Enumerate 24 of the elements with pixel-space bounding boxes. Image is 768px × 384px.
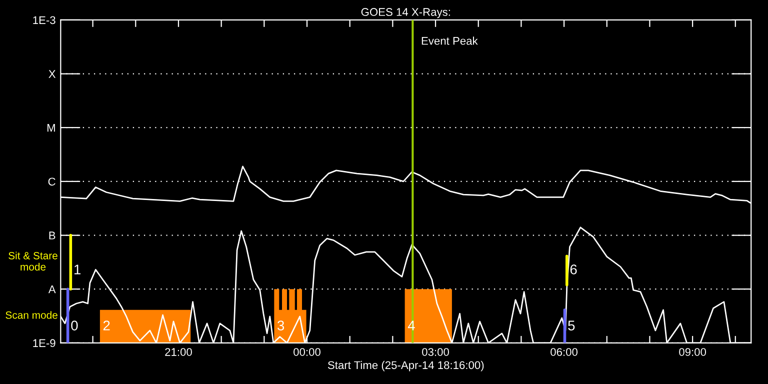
annotation: 5: [568, 320, 575, 330]
annotation: 1: [74, 264, 80, 274]
y-tick-label: B: [49, 232, 56, 240]
y-tick-label: C: [48, 178, 56, 186]
y-tick-label: A: [48, 285, 56, 294]
x-tick-label: 06:00: [550, 348, 578, 356]
ref-line-label: Event Peak: [422, 36, 478, 45]
chart-title: GOES 14 X-Rays:: [361, 8, 450, 18]
y-tick-label: 1E-9: [33, 339, 56, 348]
annotation: 0: [71, 320, 78, 330]
x-tick-label: 00:00: [294, 348, 320, 356]
annotation: 3: [277, 320, 284, 330]
y-tick-label: M: [47, 124, 55, 132]
annotation: 6: [570, 264, 577, 274]
x-tick-label: 09:00: [679, 348, 706, 356]
x-tick-label: 03:00: [422, 348, 449, 356]
annotation: 4: [408, 320, 415, 330]
y-tick-label: X: [48, 70, 56, 78]
x-axis-title: Start Time (25-Apr-14 18:16:00): [328, 360, 484, 372]
y-tick-label: 1E-3: [33, 16, 56, 24]
annotation: 2: [103, 320, 110, 330]
series-label: Sit & Stare mode: [8, 252, 58, 271]
x-tick-label: 21:00: [165, 348, 192, 356]
series-label: Scan mode: [6, 311, 58, 319]
